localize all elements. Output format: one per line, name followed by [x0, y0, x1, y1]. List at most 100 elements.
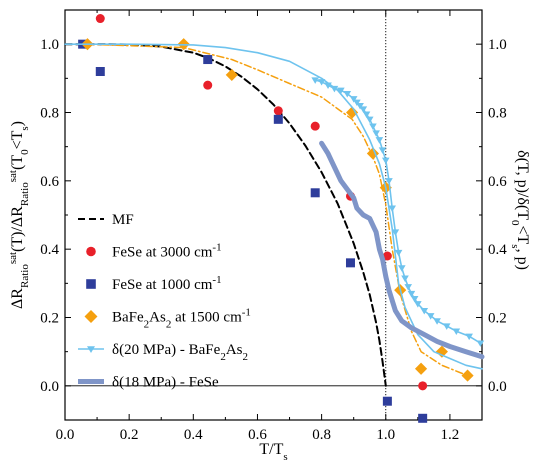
data-point	[382, 251, 392, 261]
x-tick-label: 0.0	[56, 427, 75, 443]
y-tick-label-right: 0.8	[488, 106, 507, 122]
legend-label: MF	[112, 212, 134, 228]
label-part: As	[226, 342, 243, 358]
legend-entry: δ(18 MPa) - FeSe	[78, 375, 219, 391]
y-tick-label-left: 0.4	[40, 242, 59, 258]
data-point	[435, 345, 448, 358]
data-point	[203, 80, 213, 90]
legend-label: δ(18 MPa) - FeSe	[112, 375, 219, 391]
label-part: <T	[9, 130, 26, 149]
series-line	[64, 43, 387, 387]
data-point	[375, 137, 384, 144]
legend-marker	[84, 310, 98, 323]
legend-label: FeSe at 3000 cm-1	[112, 242, 222, 261]
y-tick-label-right: 0.4	[488, 242, 507, 258]
series-5	[64, 43, 483, 370]
data-point	[311, 77, 319, 84]
label-part: 0	[19, 149, 31, 155]
data-point	[343, 91, 352, 98]
series-4	[86, 43, 469, 377]
data-point	[461, 369, 474, 382]
y-axis-title-right: δ(T, p)/δ(T0<Ts, p)	[509, 150, 531, 270]
data-point	[414, 362, 428, 375]
data-point	[273, 114, 283, 124]
data-point	[95, 14, 105, 24]
data-point	[398, 265, 406, 272]
legend-marker	[87, 346, 95, 353]
label-part: -1	[212, 274, 221, 286]
data-point	[401, 275, 409, 283]
legend-marker	[86, 279, 96, 289]
y-tick-label-right: 0.2	[488, 311, 507, 327]
label-part: (T)/ΔR	[9, 206, 26, 252]
series-6	[311, 77, 485, 347]
data-point	[203, 55, 213, 65]
x-tick-label: 0.6	[248, 427, 267, 443]
legend: MF FeSe at 3000 cm-1 FeSe at 1000 cm-1 BaFe…	[78, 212, 251, 391]
x-axis-title: T/Ts	[259, 441, 287, 463]
label-part: sat	[7, 170, 19, 182]
data-point	[346, 106, 359, 119]
label-part: T/T	[259, 441, 283, 458]
label-part: MF	[112, 212, 134, 228]
data-point	[330, 85, 339, 93]
x-tick-label: 0.8	[312, 427, 331, 443]
data-point	[362, 111, 371, 119]
label-part: )	[9, 121, 26, 126]
series-0	[64, 43, 387, 387]
label-part: 2	[144, 319, 150, 331]
label-part: sat	[7, 252, 19, 264]
plot-area	[64, 14, 485, 423]
label-part: Ratio	[19, 182, 31, 206]
data-point	[391, 229, 400, 236]
legend-label: BaFe2As2 at 1500 cm-1	[112, 307, 251, 331]
series-line	[319, 140, 485, 360]
label-part: δ(18 MPa) - FeSe	[112, 375, 219, 391]
legend-entry: FeSe at 3000 cm-1	[86, 242, 222, 261]
data-point	[381, 157, 390, 165]
series-7	[319, 140, 485, 360]
data-point	[95, 67, 105, 76]
data-point	[418, 413, 428, 423]
y-tick-label-left: 0.0	[40, 379, 59, 395]
label-part: Ratio	[19, 264, 31, 288]
data-point	[426, 313, 435, 320]
x-tick-label: 0.2	[120, 427, 139, 443]
data-point	[442, 323, 451, 330]
data-point	[385, 178, 393, 185]
data-point	[418, 381, 428, 391]
data-point	[410, 296, 419, 303]
data-point	[382, 396, 392, 406]
x-tick-label: 0.4	[184, 427, 203, 443]
label-part: 2	[242, 351, 248, 363]
label-part: s	[19, 126, 31, 130]
data-point	[356, 103, 364, 110]
label-part: 2	[166, 319, 172, 331]
label-part: , p)	[514, 249, 531, 270]
data-point	[359, 106, 368, 113]
data-point	[353, 99, 361, 107]
label-part: 0	[509, 220, 521, 226]
label-part: As	[149, 310, 166, 326]
y-tick-label-left: 0.6	[40, 174, 59, 190]
data-point	[349, 96, 358, 103]
data-point	[452, 328, 461, 335]
label-part: -1	[212, 242, 221, 254]
data-point	[476, 340, 485, 347]
data-point	[404, 284, 413, 291]
x-tick-label: 1.0	[376, 427, 395, 443]
label-part: (T	[9, 155, 26, 170]
data-point	[365, 116, 374, 124]
data-point	[378, 147, 387, 154]
label-part: -1	[242, 307, 251, 319]
data-point	[317, 79, 326, 86]
label-part: BaFe	[112, 310, 144, 326]
data-point	[324, 82, 332, 89]
legend-entry: BaFe2As2 at 1500 cm-1	[84, 307, 251, 331]
y-tick-label-left: 0.2	[40, 311, 59, 327]
label-part: ΔR	[9, 288, 26, 309]
legend-entry: δ(20 MPa) - BaFe2As2	[78, 342, 248, 363]
axis-titles: T/TsΔRRatiosat(T)/ΔRRatiosat(T0<Ts)δ(T, …	[7, 121, 531, 463]
y-tick-label-right: 0.6	[488, 174, 507, 190]
legend-label: FeSe at 1000 cm-1	[112, 274, 222, 293]
